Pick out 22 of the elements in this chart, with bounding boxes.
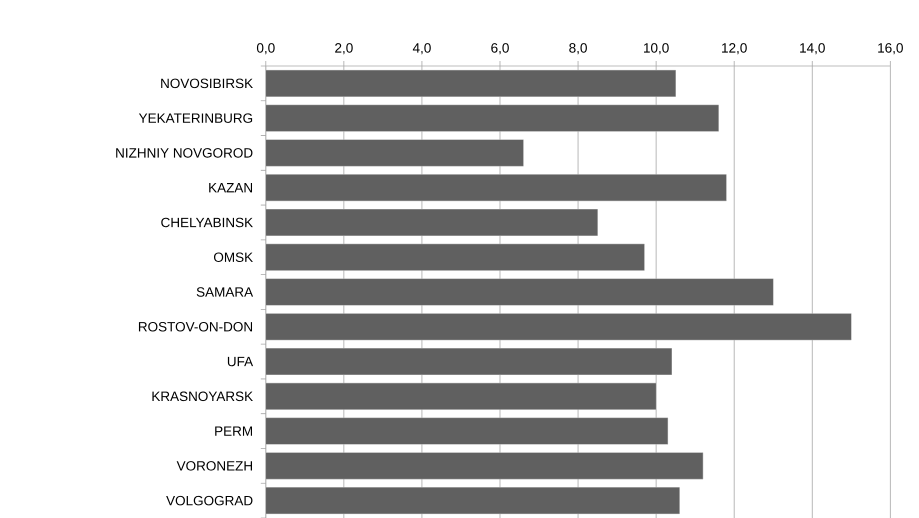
y-tick-label: NIZHNIY NOVGOROD bbox=[116, 148, 252, 158]
y-tick-label: KRASNOYARSK bbox=[152, 392, 253, 402]
y-tick-label: SAMARA bbox=[196, 287, 254, 297]
x-tick-label: 4,0 bbox=[412, 43, 431, 54]
y-tick-label: OMSK bbox=[214, 252, 253, 262]
y-tick-label: YEKATERINBURG bbox=[138, 113, 252, 123]
x-tick-label: 12,0 bbox=[722, 43, 747, 54]
x-tick-label: 8,0 bbox=[569, 43, 587, 54]
x-tick-label: 16,0 bbox=[878, 43, 903, 54]
y-tick-label: VOLGOGRAD bbox=[166, 496, 252, 506]
y-tick-label: KAZAN bbox=[209, 183, 252, 192]
y-tick-label: ROSTOV-ON-DON bbox=[138, 322, 252, 332]
y-tick-label: NOVOSIBIRSK bbox=[161, 78, 253, 88]
x-tick-label: 2,0 bbox=[335, 43, 353, 54]
y-tick-label: UFA bbox=[228, 356, 254, 366]
x-tick-label: 14,0 bbox=[800, 43, 825, 54]
y-tick-label: CHELYABINSK bbox=[161, 218, 253, 228]
x-tick-label: 0,0 bbox=[256, 43, 275, 54]
x-tick-label: 6,0 bbox=[491, 43, 509, 54]
x-tick-label: 10,0 bbox=[644, 43, 669, 54]
y-tick-label: PERM bbox=[215, 426, 252, 436]
y-tick-label: VORONEZH bbox=[176, 461, 252, 471]
